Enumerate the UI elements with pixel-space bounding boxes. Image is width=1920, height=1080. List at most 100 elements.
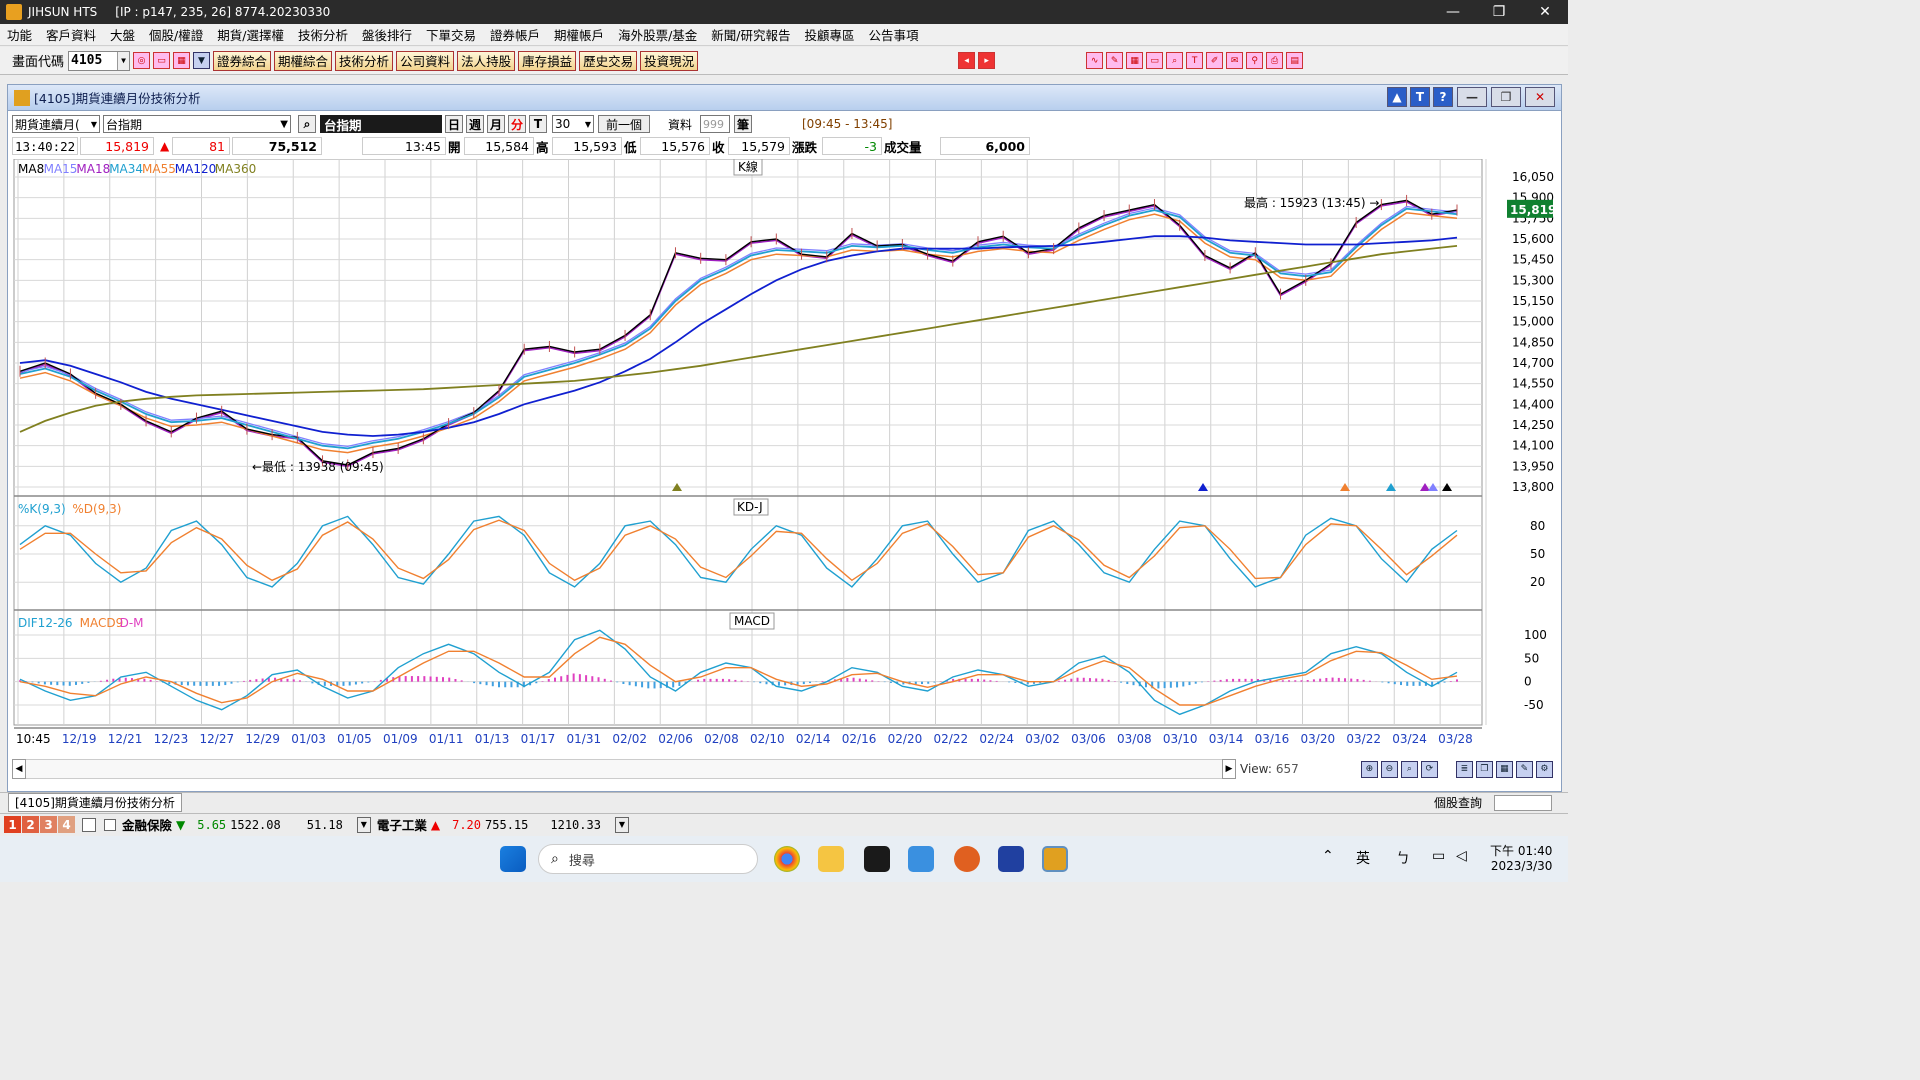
menu-item-13[interactable]: 公告事項 xyxy=(868,28,919,43)
volume-icon[interactable]: ◁ xyxy=(1456,848,1467,864)
toolbar-button-5[interactable]: 庫存損益 xyxy=(518,50,577,71)
menu-item-1[interactable]: 客戶資料 xyxy=(46,28,97,43)
stock-query-input[interactable] xyxy=(1494,794,1552,811)
chevron-down-icon[interactable]: ▼ xyxy=(614,816,629,833)
network-icon[interactable]: ▭ xyxy=(1432,848,1446,864)
jihsun-app-icon[interactable] xyxy=(1042,846,1068,872)
clock[interactable]: 下午 01:40 2023/3/30 xyxy=(1490,842,1552,873)
chevron-down-icon[interactable]: ▼ xyxy=(117,51,130,70)
toolbar-button-7[interactable]: 投資現況 xyxy=(640,50,699,71)
panel-close-button[interactable]: ✕ xyxy=(1525,87,1555,107)
tile-icon[interactable]: ▦ xyxy=(173,52,191,69)
t-icon[interactable]: T xyxy=(1410,87,1430,107)
menu-item-5[interactable]: 技術分析 xyxy=(297,28,348,43)
edit-tool-icon[interactable]: ✐ xyxy=(1206,52,1224,69)
tf-day-button[interactable]: 日 xyxy=(445,115,463,133)
page-button-1[interactable]: 1 xyxy=(4,816,21,833)
menu-item-0[interactable]: 功能 xyxy=(7,28,33,43)
link-tool-icon[interactable]: ⚲ xyxy=(1246,52,1264,69)
chart-svg[interactable]: 10:45 12/19 12/21 12/23 12/27 12/29 01/03 01/05… xyxy=(12,158,1557,749)
browser-icon[interactable] xyxy=(954,846,980,872)
zoom-in-icon[interactable]: ⊕ xyxy=(1360,760,1378,778)
menu-item-2[interactable]: 大盤 xyxy=(110,28,136,43)
window-icon[interactable]: ▭ xyxy=(153,52,171,69)
tf-month-button[interactable]: 月 xyxy=(487,115,505,133)
checkbox[interactable] xyxy=(104,818,116,831)
up-arrow-icon[interactable]: ▲ xyxy=(1387,87,1407,107)
zoom-fit-icon[interactable]: ⌕ xyxy=(1400,760,1418,778)
data-unit-button[interactable]: 筆 xyxy=(734,115,752,133)
text-tool-icon[interactable]: T xyxy=(1186,52,1204,69)
prev-button[interactable]: 前一個 xyxy=(598,115,650,133)
menu-item-6[interactable]: 盤後排行 xyxy=(362,28,413,43)
search-icon[interactable]: ◎ xyxy=(133,52,151,69)
lock-icon[interactable] xyxy=(82,817,96,832)
code-input[interactable]: 4105 ▼ xyxy=(68,50,131,71)
layout-tool-icon[interactable]: ▤ xyxy=(1286,52,1304,69)
menu-item-9[interactable]: 期權帳戶 xyxy=(554,28,605,43)
flask-icon[interactable] xyxy=(998,846,1024,872)
help-icon[interactable]: ? xyxy=(1433,87,1453,107)
tf-week-button[interactable]: 週 xyxy=(466,115,484,133)
chart-tool-icon[interactable]: ∿ xyxy=(1086,52,1104,69)
chart-area[interactable]: 10:45 12/19 12/21 12/23 12/27 12/29 01/03 01/05… xyxy=(12,158,1557,749)
ime-indicator[interactable]: 英 xyxy=(1356,851,1370,867)
indicator-icon[interactable]: ≣ xyxy=(1455,760,1473,778)
page-button-2[interactable]: 2 xyxy=(22,816,39,833)
product-type-select[interactable]: 期貨連續月( ▼ xyxy=(12,115,100,133)
draw-icon[interactable]: ✎ xyxy=(1515,760,1533,778)
window-tab[interactable]: [4105]期貨連續月份技術分析 xyxy=(8,793,182,812)
scroll-left-icon[interactable]: ◀ xyxy=(12,759,26,779)
folder-icon[interactable] xyxy=(818,846,844,872)
menu-item-11[interactable]: 新聞/研究報告 xyxy=(711,28,791,43)
toolbar-button-6[interactable]: 歷史交易 xyxy=(579,50,638,71)
menu-item-8[interactable]: 證券帳戶 xyxy=(490,28,541,43)
toolbar-button-2[interactable]: 技術分析 xyxy=(335,50,394,71)
refresh-icon[interactable]: ⟳ xyxy=(1420,760,1438,778)
page-button-3[interactable]: 3 xyxy=(40,816,57,833)
menu-item-7[interactable]: 下單交易 xyxy=(426,28,477,43)
interval-select[interactable]: 30 ▼ xyxy=(552,115,594,133)
minimize-button[interactable]: — xyxy=(1446,4,1460,20)
table-icon[interactable]: ▦ xyxy=(1495,760,1513,778)
sticky-notes-icon[interactable] xyxy=(864,846,890,872)
chrome-icon[interactable] xyxy=(774,846,800,872)
panel-minimize-button[interactable]: — xyxy=(1457,87,1487,107)
toolbar-button-0[interactable]: 證券綜合 xyxy=(213,50,272,71)
menu-item-10[interactable]: 海外股票/基金 xyxy=(618,28,698,43)
toolbar-button-1[interactable]: 期權綜合 xyxy=(274,50,333,71)
maximize-button[interactable]: ❐ xyxy=(1492,4,1506,20)
arrow-left-icon[interactable]: ◂ xyxy=(958,52,976,69)
menu-item-3[interactable]: 個股/權證 xyxy=(149,28,204,43)
pen-tool-icon[interactable]: ✎ xyxy=(1106,52,1124,69)
taskbar-search[interactable]: ⌕ 搜尋 xyxy=(538,844,758,874)
tf-tick-button[interactable]: T xyxy=(529,115,547,133)
tf-minute-button[interactable]: 分 xyxy=(508,115,526,133)
dropdown-icon[interactable]: ▼ xyxy=(193,52,211,69)
menu-item-12[interactable]: 投顧專區 xyxy=(804,28,855,43)
chart-scrollbar[interactable] xyxy=(26,759,1222,779)
arrow-right-icon[interactable]: ▸ xyxy=(978,52,996,69)
print-tool-icon[interactable]: ⎙ xyxy=(1266,52,1284,69)
window-tool-icon[interactable]: ▭ xyxy=(1146,52,1164,69)
product-name-select[interactable]: 台指期 ▼ xyxy=(103,115,291,133)
settings-icon[interactable]: ⚙ xyxy=(1535,760,1553,778)
chat-tool-icon[interactable]: ✉ xyxy=(1226,52,1244,69)
copy-icon[interactable]: ❐ xyxy=(1475,760,1493,778)
scroll-right-icon[interactable]: ▶ xyxy=(1222,759,1236,779)
start-icon[interactable] xyxy=(500,846,526,872)
toolbar-button-4[interactable]: 法人持股 xyxy=(457,50,516,71)
chevron-down-icon[interactable]: ▼ xyxy=(356,816,371,833)
grid-tool-icon[interactable]: ▦ xyxy=(1126,52,1144,69)
zoom-out-icon[interactable]: ⊖ xyxy=(1380,760,1398,778)
input-method-icon[interactable]: ㄅ xyxy=(1396,851,1410,867)
paint-icon[interactable] xyxy=(908,846,934,872)
zoom-tool-icon[interactable]: ⌕ xyxy=(1166,52,1184,69)
search-icon[interactable]: ⌕ xyxy=(298,115,316,133)
page-button-4[interactable]: 4 xyxy=(58,816,75,833)
toolbar-button-3[interactable]: 公司資料 xyxy=(396,50,455,71)
close-button[interactable]: ✕ xyxy=(1539,4,1551,20)
panel-restore-button[interactable]: ❐ xyxy=(1491,87,1521,107)
data-count-input[interactable]: 999 xyxy=(700,115,730,133)
chevron-up-icon[interactable]: ⌃ xyxy=(1322,848,1334,864)
